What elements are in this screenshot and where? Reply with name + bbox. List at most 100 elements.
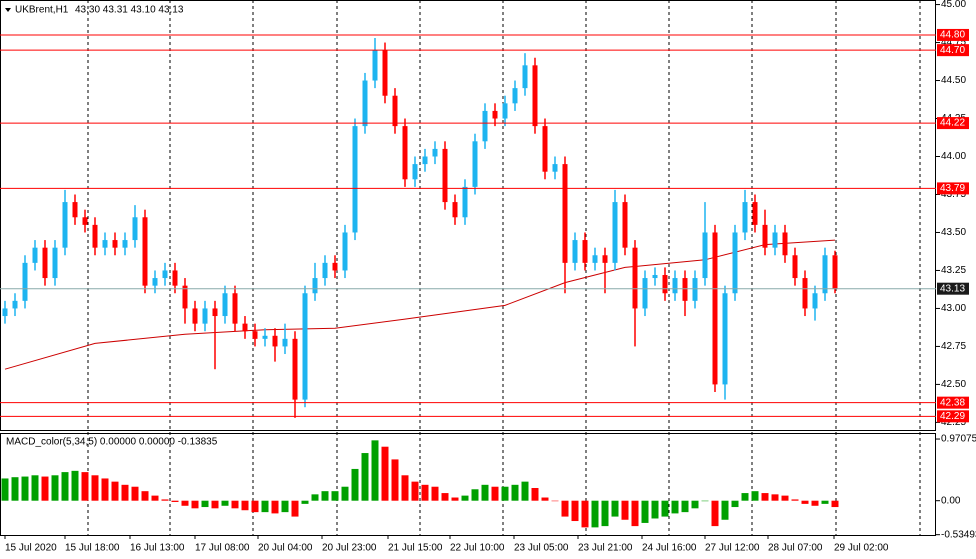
macd-bar <box>111 481 119 501</box>
macd-bar <box>161 499 169 501</box>
x-tick-label: 20 Jul 23:00 <box>322 543 377 554</box>
x-tick-label: 20 Jul 04:00 <box>258 543 313 554</box>
macd-bar <box>501 486 509 501</box>
candle-body <box>502 103 508 119</box>
candle-body <box>442 148 448 203</box>
macd-bar <box>421 484 429 501</box>
macd-bar <box>321 491 329 501</box>
candle-body <box>52 247 58 279</box>
x-tick-label: 23 Jul 21:00 <box>578 543 633 554</box>
symbol: UKBrent,H1 <box>15 5 69 16</box>
macd-bar <box>821 500 829 504</box>
candle-body <box>812 293 818 309</box>
level-label: 44.70 <box>940 45 965 56</box>
macd-bar <box>621 500 629 520</box>
x-tick-label: 15 Jul 18:00 <box>65 543 120 554</box>
candle-body <box>522 65 528 89</box>
candle-body <box>82 217 88 225</box>
y-tick-label: 43.00 <box>941 303 966 314</box>
candle-body <box>302 293 308 400</box>
candle-body <box>432 148 438 157</box>
macd-bar <box>311 494 319 501</box>
x-tick-label: 17 Jul 08:00 <box>195 543 250 554</box>
macd-y-tick-label: 0.97075 <box>941 434 976 445</box>
macd-bar <box>441 493 449 501</box>
macd-bar <box>11 477 19 501</box>
candle-body <box>602 255 608 263</box>
macd-bar <box>561 500 569 517</box>
candle-body <box>652 275 658 279</box>
candle-body <box>462 186 468 218</box>
y-tick-label: 42.50 <box>941 379 966 390</box>
macd-bar <box>751 491 759 501</box>
macd-bar <box>731 500 739 508</box>
candle-body <box>822 255 828 294</box>
macd-bar <box>831 500 839 508</box>
candle-body <box>492 110 498 119</box>
macd-bar <box>771 494 779 501</box>
macd-bar <box>661 500 669 517</box>
candle-body <box>22 262 28 301</box>
macd-bar <box>191 500 199 509</box>
candle-body <box>532 65 538 127</box>
x-tick-label: 22 Jul 10:00 <box>450 543 505 554</box>
candle-body <box>292 338 298 400</box>
candle-body <box>832 255 838 289</box>
level-tag <box>937 410 969 423</box>
macd-bar <box>471 489 479 501</box>
level-label: 43.79 <box>940 183 965 194</box>
candle-body <box>692 278 698 301</box>
macd-bar <box>241 500 249 511</box>
candle-body <box>682 278 688 301</box>
macd-bar <box>271 500 279 514</box>
day-separators <box>87 0 921 535</box>
macd-bar <box>761 493 769 501</box>
macd-bar <box>681 500 689 513</box>
macd-bar <box>211 500 219 509</box>
candle-body <box>552 164 558 172</box>
macd-bar <box>141 491 149 501</box>
y-tick-label: 44.75 <box>941 37 966 48</box>
candle-body <box>712 232 718 385</box>
macd-bar <box>301 500 309 504</box>
macd-bar <box>81 472 89 501</box>
header: UKBrent,H1 43.30 43.31 43.10 43.13 <box>5 5 184 16</box>
macd-bar <box>71 470 79 501</box>
macd-bar <box>581 500 589 528</box>
y-tick-label: 42.25 <box>941 417 966 428</box>
candle-body <box>112 240 118 248</box>
macd-bar <box>231 500 239 509</box>
main-frame <box>0 0 936 431</box>
macd-bar <box>101 478 109 501</box>
candle-body <box>282 338 288 347</box>
candle-body <box>152 278 158 286</box>
candle-body <box>662 275 668 294</box>
macd-title: MACD_color(5,34,5) 0.00000 0.00000 -0.13… <box>6 437 218 448</box>
candle-body <box>512 88 518 104</box>
candle-body <box>352 126 358 233</box>
macd-bar <box>601 500 609 527</box>
macd-bar <box>261 500 269 513</box>
macd-bar <box>791 499 799 501</box>
level-label: 42.38 <box>940 397 965 408</box>
y-tick-label: 42.75 <box>941 341 966 352</box>
x-tick-label: 15 Jul 2020 <box>5 543 57 554</box>
candle-body <box>612 202 618 263</box>
macd-bar <box>591 500 599 528</box>
macd-bar <box>541 497 549 501</box>
candle-body <box>732 232 738 294</box>
candle-body <box>132 217 138 241</box>
candle-body <box>232 293 238 324</box>
candle-body <box>472 141 478 187</box>
macd-bar <box>131 486 139 501</box>
candle-body <box>252 331 258 339</box>
macd-frame <box>0 433 936 536</box>
macd-bar <box>171 500 179 502</box>
candle-body <box>802 278 808 309</box>
candle-body <box>212 308 218 317</box>
macd-y-tick-label: 0.00 <box>941 495 961 506</box>
macd-bar <box>61 472 69 501</box>
x-tick-label: 29 Jul 02:00 <box>834 543 889 554</box>
candle-body <box>262 335 268 339</box>
